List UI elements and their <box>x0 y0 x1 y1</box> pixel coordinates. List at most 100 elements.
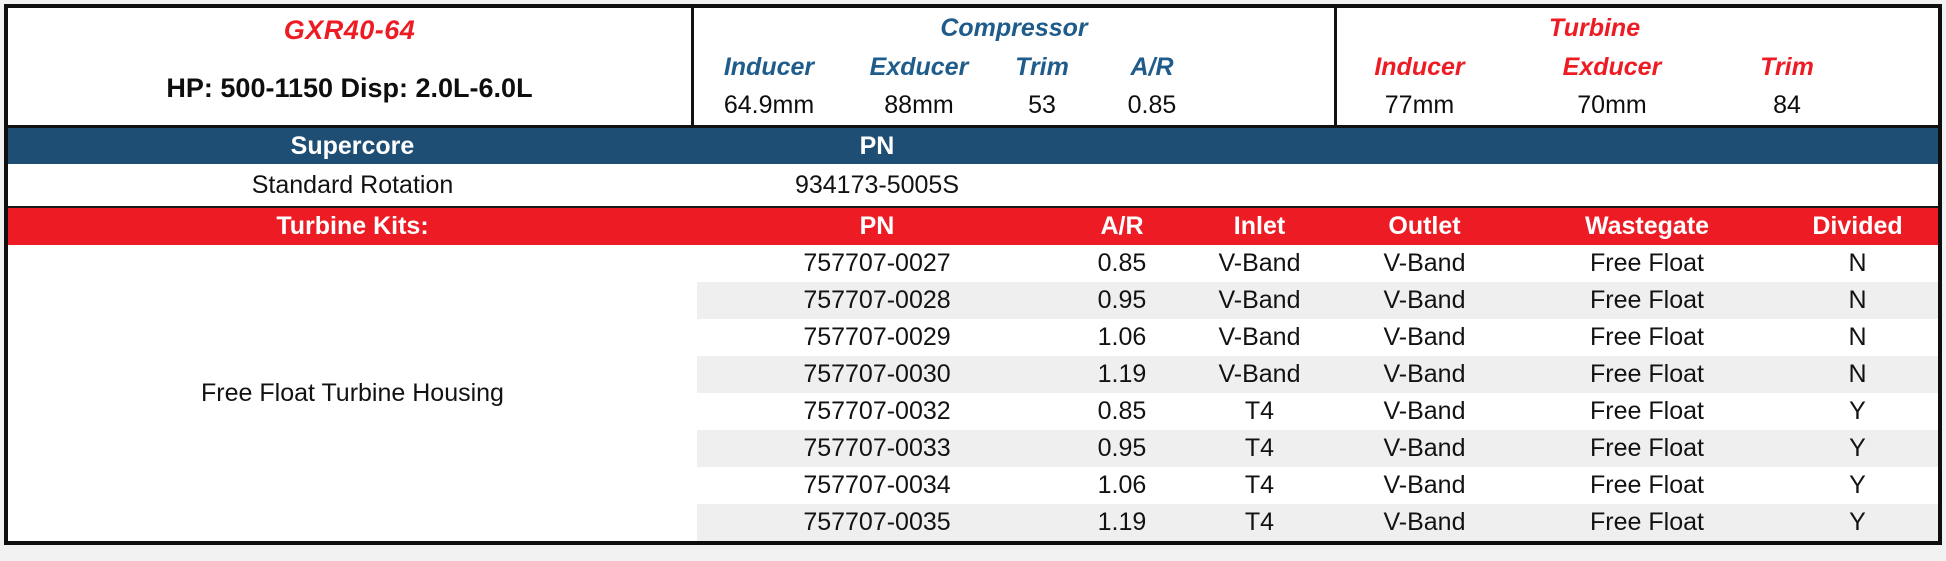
kit-header-inlet: Inlet <box>1233 212 1286 240</box>
supercore-pn-header: PN <box>859 131 895 160</box>
housing-label: Free Float Turbine Housing <box>8 245 697 541</box>
kit-cell-divided: Y <box>1849 397 1866 425</box>
kit-row: 757707-0034 1.06 T4 V-Band Free Float Y <box>697 467 1938 504</box>
kit-cell-pn: 757707-0030 <box>803 360 951 388</box>
kit-cell-wastegate: Free Float <box>1590 508 1704 536</box>
kit-row: 757707-0029 1.06 V-Band V-Band Free Floa… <box>697 319 1938 356</box>
kit-cell-inlet: T4 <box>1244 397 1275 425</box>
kit-cell-divided: N <box>1848 286 1867 314</box>
compressor-spacer <box>1214 48 1334 86</box>
kit-cell-ar: 0.95 <box>1097 286 1147 314</box>
kit-rows: 757707-0027 0.85 V-Band V-Band Free Floa… <box>697 245 1938 541</box>
kit-row: 757707-0033 0.95 T4 V-Band Free Float Y <box>697 430 1938 467</box>
kit-cell-pn: 757707-0029 <box>803 323 951 351</box>
kit-cell-divided: N <box>1848 360 1867 388</box>
kit-cell-wastegate: Free Float <box>1590 434 1704 462</box>
compressor-spacer <box>1214 86 1334 125</box>
compressor-trim-value: 53 <box>1028 91 1056 119</box>
compressor-inducer-value: 64.9mm <box>723 91 815 119</box>
kit-header-divided: Divided <box>1812 212 1903 240</box>
kit-cell-ar: 0.85 <box>1097 249 1147 277</box>
compressor-col-trim: Trim <box>1015 52 1069 81</box>
kit-cell-inlet: T4 <box>1244 508 1275 536</box>
rotation-pn: 934173-5005S <box>794 170 960 199</box>
kit-cell-outlet: V-Band <box>1383 360 1466 388</box>
model-subtitle: HP: 500-1150 Disp: 2.0L-6.0L <box>166 73 533 103</box>
kit-cell-outlet: V-Band <box>1383 249 1466 277</box>
spec-header-band: GXR40-64 HP: 500-1150 Disp: 2.0L-6.0L Co… <box>8 8 1938 128</box>
kit-row: 757707-0028 0.95 V-Band V-Band Free Floa… <box>697 282 1938 319</box>
kit-cell-inlet: V-Band <box>1218 249 1301 277</box>
kit-cell-pn: 757707-0028 <box>803 286 951 314</box>
kit-cell-wastegate: Free Float <box>1590 471 1704 499</box>
kit-cell-pn: 757707-0035 <box>803 508 951 536</box>
kit-cell-wastegate: Free Float <box>1590 286 1704 314</box>
turbine-spacer <box>1852 48 1938 86</box>
model-cell: GXR40-64 HP: 500-1150 Disp: 2.0L-6.0L <box>8 8 694 125</box>
kit-cell-outlet: V-Band <box>1383 323 1466 351</box>
turbine-inducer-value: 77mm <box>1384 91 1455 119</box>
kit-cell-pn: 757707-0027 <box>803 249 951 277</box>
turbine-col-inducer: Inducer <box>1374 52 1465 81</box>
kit-cell-pn: 757707-0033 <box>803 434 951 462</box>
turbine-kits-label: Turbine Kits: <box>276 212 429 240</box>
kit-cell-ar: 1.06 <box>1097 471 1147 499</box>
supercore-row: Standard Rotation 934173-5005S <box>8 164 1938 206</box>
kit-cell-divided: N <box>1848 323 1867 351</box>
compressor-title: Compressor <box>940 13 1088 42</box>
compressor-col-inducer: Inducer <box>723 52 815 81</box>
model-name: GXR40-64 <box>283 14 416 45</box>
turbine-kits-bar: Turbine Kits: PN A/R Inlet Outlet Wasteg… <box>8 206 1938 245</box>
turbine-kits-body: Free Float Turbine Housing 757707-0027 0… <box>8 245 1938 541</box>
turbine-spacer <box>1852 8 1938 48</box>
compressor-ar-value: 0.85 <box>1127 91 1177 119</box>
kit-cell-outlet: V-Band <box>1383 471 1466 499</box>
compressor-col-exducer: Exducer <box>869 52 969 81</box>
supercore-bar: Supercore PN <box>8 128 1938 164</box>
kit-cell-wastegate: Free Float <box>1590 360 1704 388</box>
kit-cell-inlet: T4 <box>1244 434 1275 462</box>
kit-cell-ar: 0.95 <box>1097 434 1147 462</box>
turbine-spacer <box>1852 86 1938 125</box>
kit-cell-outlet: V-Band <box>1383 286 1466 314</box>
compressor-exducer-value: 88mm <box>884 91 954 119</box>
kit-cell-inlet: V-Band <box>1218 286 1301 314</box>
kit-cell-ar: 1.19 <box>1097 360 1147 388</box>
kit-cell-pn: 757707-0034 <box>803 471 951 499</box>
kit-cell-inlet: T4 <box>1244 471 1275 499</box>
kit-header-ar: A/R <box>1100 212 1144 240</box>
turbine-section: Turbine Inducer Exducer Trim 77mm 70mm 8… <box>1337 8 1938 125</box>
kit-cell-ar: 1.19 <box>1097 508 1147 536</box>
kit-cell-divided: Y <box>1849 471 1866 499</box>
turbine-exducer-value: 70mm <box>1577 91 1647 119</box>
kit-cell-wastegate: Free Float <box>1590 249 1704 277</box>
turbine-title: Turbine <box>1548 13 1641 42</box>
turbine-col-trim: Trim <box>1760 52 1814 81</box>
kit-cell-inlet: V-Band <box>1218 323 1301 351</box>
compressor-col-ar: A/R <box>1130 52 1174 81</box>
rotation-label: Standard Rotation <box>251 170 454 199</box>
turbine-col-exducer: Exducer <box>1562 52 1662 81</box>
turbine-trim-value: 84 <box>1773 91 1801 119</box>
kit-cell-divided: Y <box>1849 508 1866 536</box>
kit-row: 757707-0032 0.85 T4 V-Band Free Float Y <box>697 393 1938 430</box>
kit-row: 757707-0030 1.19 V-Band V-Band Free Floa… <box>697 356 1938 393</box>
compressor-section: Compressor Inducer Exducer Trim A/R 64.9… <box>694 8 1337 125</box>
kit-cell-pn: 757707-0032 <box>803 397 951 425</box>
spec-table: GXR40-64 HP: 500-1150 Disp: 2.0L-6.0L Co… <box>4 4 1942 545</box>
kit-header-pn: PN <box>859 212 895 240</box>
kit-cell-wastegate: Free Float <box>1590 323 1704 351</box>
kit-row: 757707-0027 0.85 V-Band V-Band Free Floa… <box>697 245 1938 282</box>
kit-cell-ar: 0.85 <box>1097 397 1147 425</box>
kit-header-outlet: Outlet <box>1388 212 1461 240</box>
kit-cell-outlet: V-Band <box>1383 397 1466 425</box>
kit-cell-wastegate: Free Float <box>1590 397 1704 425</box>
kit-cell-outlet: V-Band <box>1383 508 1466 536</box>
kit-cell-divided: Y <box>1849 434 1866 462</box>
kit-cell-outlet: V-Band <box>1383 434 1466 462</box>
kit-cell-inlet: V-Band <box>1218 360 1301 388</box>
kit-row: 757707-0035 1.19 T4 V-Band Free Float Y <box>697 504 1938 541</box>
kit-cell-ar: 1.06 <box>1097 323 1147 351</box>
supercore-label: Supercore <box>290 131 415 160</box>
kit-header-wastegate: Wastegate <box>1584 212 1710 240</box>
